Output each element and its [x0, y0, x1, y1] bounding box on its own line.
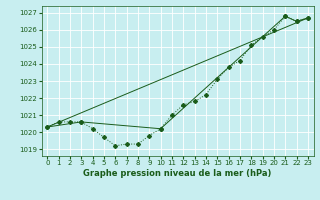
X-axis label: Graphe pression niveau de la mer (hPa): Graphe pression niveau de la mer (hPa): [84, 169, 272, 178]
